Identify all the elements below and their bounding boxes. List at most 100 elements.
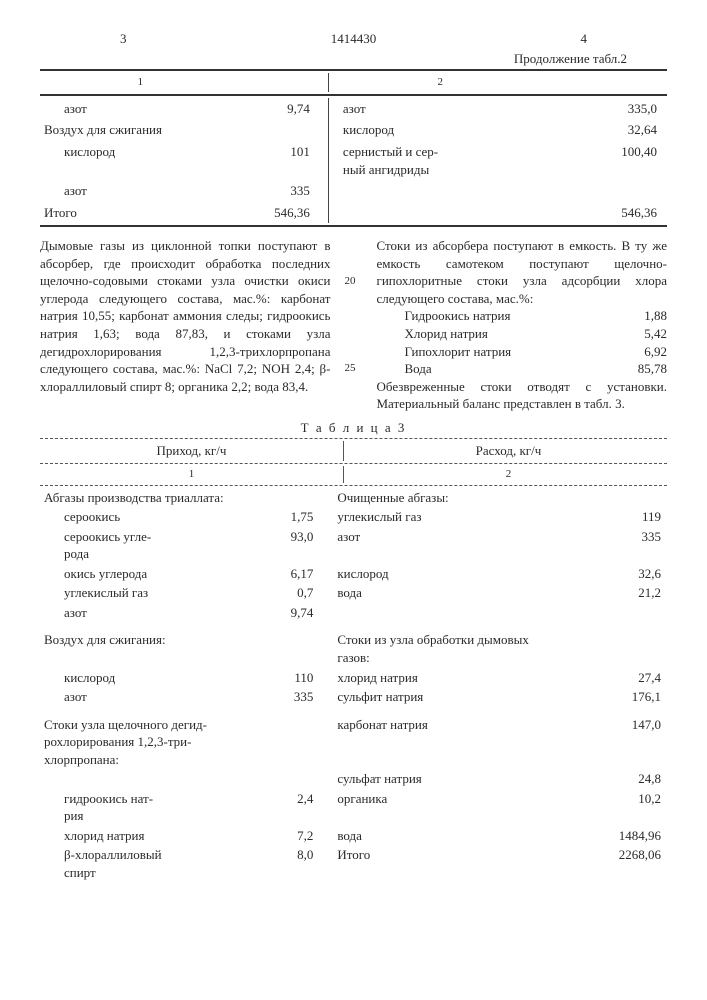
t3-a4: 1484,96 <box>536 826 667 846</box>
t3-a2: 110 <box>236 668 327 688</box>
t3-sh2: 2 <box>343 466 667 483</box>
t3-a4: 147,0 <box>536 715 667 770</box>
comp-value: 6,92 <box>617 343 667 361</box>
t3-a3: углекислый газ <box>327 507 536 527</box>
t3-a4 <box>536 603 667 623</box>
t2-left-val: 9,74 <box>241 98 329 120</box>
para-left: Дымовые газы из циклонной топки поступаю… <box>40 237 331 412</box>
t3-a3 <box>327 603 536 623</box>
t2-left-label: Итого <box>40 202 241 224</box>
line-num-20: 20 <box>345 274 363 289</box>
t3-a3: вода <box>327 583 536 603</box>
comp-label: Вода <box>405 360 618 378</box>
t3-rule1 <box>40 438 667 439</box>
line-num-25: 25 <box>345 361 363 376</box>
t3-a3: Очищенные абгазы: <box>327 488 536 508</box>
comp-row: Гипохлорит натрия6,92 <box>405 343 668 361</box>
t2-left-label: Воздух для сжигания <box>40 119 241 141</box>
t3-a4: 24,8 <box>536 769 667 789</box>
t3-a2: 8,0 <box>236 845 327 882</box>
t3-a3: Итого <box>327 845 536 882</box>
t2-right-label: азот <box>328 98 541 120</box>
t2-right-val: 335,0 <box>542 98 667 120</box>
t3-a2: 0,7 <box>236 583 327 603</box>
page-header: 3 1414430 4 <box>40 30 667 48</box>
t3-a2 <box>236 630 327 667</box>
t2-left-val: 101 <box>241 141 329 180</box>
t3-a4: 335 <box>536 527 667 564</box>
doc-number: 1414430 <box>127 30 581 48</box>
rule-mid <box>40 94 667 96</box>
table3-header: Приход, кг/ч Расход, кг/ч <box>40 441 667 461</box>
para-right-bot: Обезвреженные стоки отводят с установки.… <box>377 378 668 413</box>
comp-value: 85,78 <box>617 360 667 378</box>
text-columns: Дымовые газы из циклонной топки поступаю… <box>40 237 667 412</box>
para-right: Стоки из абсорбера поступают в емкость. … <box>377 237 668 412</box>
t2-h1: 1 <box>40 73 241 92</box>
t3-a1: сероокись угле- рода <box>40 527 236 564</box>
comp-label: Гипохлорит натрия <box>405 343 618 361</box>
margin-line-numbers: 20 25 <box>345 237 363 412</box>
page-num-right: 4 <box>581 30 588 48</box>
t3-a3: органика <box>327 789 536 826</box>
comp-row: Гидроокись натрия1,88 <box>405 307 668 325</box>
t3-a3: кислород <box>327 564 536 584</box>
t2-right-label: сернистый и сер- ный ангидриды <box>328 141 541 180</box>
table3-title: Т а б л и ц а 3 <box>40 419 667 437</box>
table3-body: Абгазы производства триаллата:Очищенные … <box>40 488 667 883</box>
t3-a1: β-хлораллиловый спирт <box>40 845 236 882</box>
comp-value: 1,88 <box>617 307 667 325</box>
continuation-label: Продолжение табл.2 <box>40 50 627 68</box>
t3-a1: азот <box>40 687 236 707</box>
t2-right-val: 100,40 <box>542 141 667 180</box>
t3-a2: 1,75 <box>236 507 327 527</box>
rule-top <box>40 69 667 71</box>
t3-a3: сульфат натрия <box>327 769 536 789</box>
composition-list: Гидроокись натрия1,88Хлорид натрия5,42Ги… <box>405 307 668 377</box>
t3-rule3 <box>40 485 667 486</box>
table3-subheader: 1 2 <box>40 466 667 483</box>
t3-a4: 27,4 <box>536 668 667 688</box>
t3-a3: вода <box>327 826 536 846</box>
comp-row: Хлорид натрия5,42 <box>405 325 668 343</box>
t2-right-val: 32,64 <box>542 119 667 141</box>
t3-a3: сульфит натрия <box>327 687 536 707</box>
t3-a1: Воздух для сжигания: <box>40 630 236 667</box>
t3-a4 <box>536 630 667 667</box>
t3-a4 <box>536 488 667 508</box>
t3-a1: кислород <box>40 668 236 688</box>
comp-row: Вода85,78 <box>405 360 668 378</box>
t3-sh1: 1 <box>40 466 343 483</box>
t2-left-val <box>241 119 329 141</box>
t3-a2 <box>236 488 327 508</box>
t2-left-label: азот <box>40 180 241 202</box>
t2-left-label: азот <box>40 98 241 120</box>
t3-a2 <box>236 769 327 789</box>
t3-a1: Стоки узла щелочного дегид- рохлорирован… <box>40 715 236 770</box>
t2-right-val: 546,36 <box>542 202 667 224</box>
t3-a4: 119 <box>536 507 667 527</box>
t3-a4: 21,2 <box>536 583 667 603</box>
rule-bot <box>40 225 667 227</box>
t3-a1 <box>40 769 236 789</box>
t3-a1: азот <box>40 603 236 623</box>
t3-a3: хлорид натрия <box>327 668 536 688</box>
t3-a1: гидроокись нат- рия <box>40 789 236 826</box>
t2-right-label: кислород <box>328 119 541 141</box>
t3-a2: 6,17 <box>236 564 327 584</box>
t3-a4: 32,6 <box>536 564 667 584</box>
t3-a2: 9,74 <box>236 603 327 623</box>
t2-h2: 2 <box>328 73 541 92</box>
t3-a4: 176,1 <box>536 687 667 707</box>
t3-a2: 335 <box>236 687 327 707</box>
t3-a2: 7,2 <box>236 826 327 846</box>
t3-a2 <box>236 715 327 770</box>
comp-value: 5,42 <box>617 325 667 343</box>
t2-right-label <box>328 180 541 202</box>
comp-label: Гидроокись натрия <box>405 307 618 325</box>
t3-a3: карбонат натрия <box>327 715 536 770</box>
t3-a1: сероокись <box>40 507 236 527</box>
t3-a4: 2268,06 <box>536 845 667 882</box>
t3-a4: 10,2 <box>536 789 667 826</box>
t3-a2: 2,4 <box>236 789 327 826</box>
